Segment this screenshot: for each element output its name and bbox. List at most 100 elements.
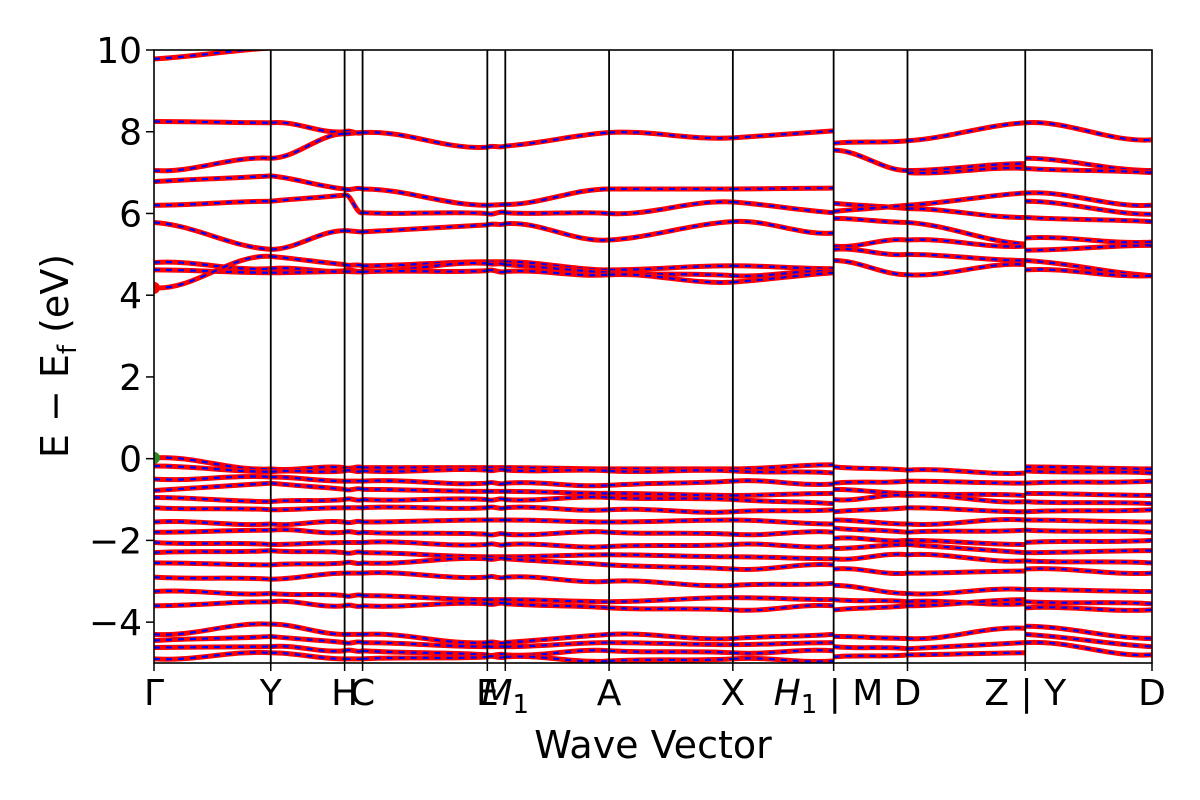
band-spin-down [1025, 465, 1152, 470]
bands-layer [154, 50, 1152, 663]
band-spin-down [907, 553, 1026, 563]
band-spin-down [907, 641, 1026, 650]
band-spin-down [732, 271, 834, 284]
band-spin-down [609, 496, 733, 501]
band-spin-down [154, 268, 271, 274]
band-spin-down [362, 632, 488, 644]
band-spin-down [1025, 600, 1152, 605]
band-spin-down [505, 506, 610, 512]
band-spin-down [487, 203, 506, 207]
band-spin-down [1025, 559, 1152, 564]
band-spin-down [270, 255, 345, 266]
band-spin-down [344, 530, 363, 535]
band-spin-down [833, 567, 908, 575]
band-spin-down [362, 602, 488, 608]
band-spin-down [833, 247, 908, 256]
band-spin-down [362, 488, 488, 493]
band-spin-down [362, 649, 488, 656]
band-spin-down [362, 655, 488, 661]
band-spin-down [344, 593, 363, 598]
band-spin-down [344, 497, 363, 502]
x-tick-label: C [350, 673, 375, 714]
band-spin-down [486, 601, 506, 606]
band-spin-down [1025, 492, 1152, 497]
band-spin-down [732, 463, 834, 470]
band-spin-down [154, 255, 271, 289]
y-tick-label: 0 [119, 440, 142, 481]
band-spin-down [732, 508, 834, 513]
band-spin-down [154, 120, 271, 124]
band-spin-down [732, 604, 834, 612]
band-spin-down [344, 131, 363, 135]
y-axis-label-unit: (eV) [33, 254, 77, 345]
band-spin-down [833, 584, 908, 595]
band-spin-down [154, 174, 271, 183]
band-spin-down [609, 632, 733, 640]
band-spin-down [344, 193, 363, 214]
band-spin-down [505, 542, 610, 549]
band-spin-down [270, 229, 345, 251]
band-spin-down [732, 264, 834, 270]
band-spin-down [486, 468, 506, 472]
band-spin-down [833, 465, 908, 472]
y-tick-label: 10 [96, 31, 142, 72]
band-spin-down [732, 469, 834, 475]
band-spin-down [609, 596, 733, 603]
band-spin-down [732, 641, 834, 646]
band-spin-down [505, 518, 610, 524]
band-spin-down [270, 592, 345, 597]
band-spin-down [344, 640, 363, 645]
band-spin-down [270, 465, 345, 471]
band-spin-down [609, 606, 733, 611]
band-spin-down [732, 530, 834, 536]
band-spin-down [270, 121, 345, 134]
band-spin-down [154, 635, 271, 642]
band-spin-down [907, 543, 1026, 554]
band-spin-down [833, 543, 908, 550]
band-spin-down [344, 648, 363, 653]
extremum-marker [154, 451, 160, 464]
band-spin-down [732, 492, 834, 497]
band-spin-down [505, 211, 610, 215]
band-spin-down [486, 505, 506, 510]
y-tick-label: 2 [119, 358, 142, 399]
band-spin-down [732, 518, 834, 526]
x-axis-label: Wave Vector [534, 723, 772, 767]
band-spin-down [833, 204, 908, 213]
band-spin-down [833, 149, 908, 172]
band-spin-down [270, 193, 345, 203]
band-spin-down [505, 598, 610, 603]
band-spin-down [505, 495, 610, 502]
band-spin-down [486, 222, 506, 226]
band-spin-down [907, 480, 1026, 485]
band-spin-down [362, 518, 488, 524]
band-spin-down [154, 520, 271, 526]
band-spin-down [907, 167, 1026, 175]
band-spin-down [362, 187, 488, 207]
band-spin-down [609, 579, 733, 587]
band-spin-down [505, 602, 610, 609]
band-spin-down [270, 528, 345, 534]
band-spin-down [505, 187, 610, 206]
band-spin-down [907, 162, 1026, 172]
band-spin-down [486, 144, 506, 149]
band-spin-down [732, 542, 834, 549]
band-spin-down [154, 496, 271, 503]
band-spin-down [505, 260, 610, 271]
band-spin-down [270, 623, 345, 636]
band-spin-down [1025, 236, 1152, 244]
band-spin-down [833, 238, 908, 248]
band-spin-down [154, 622, 271, 636]
band-spin-down [1025, 500, 1152, 505]
band-spin-down [1025, 625, 1152, 640]
band-spin-down [154, 561, 271, 567]
band-spin-down [362, 131, 488, 149]
y-axis-label-sub: f [53, 344, 83, 354]
band-spin-down [505, 530, 610, 536]
band-spin-down [833, 139, 908, 145]
band-spin-down [907, 626, 1026, 640]
band-spin-down [362, 594, 488, 601]
band-spin-down [833, 488, 908, 495]
band-spin-down [833, 536, 908, 543]
y-axis-label: E − Ef (eV) [33, 254, 83, 458]
